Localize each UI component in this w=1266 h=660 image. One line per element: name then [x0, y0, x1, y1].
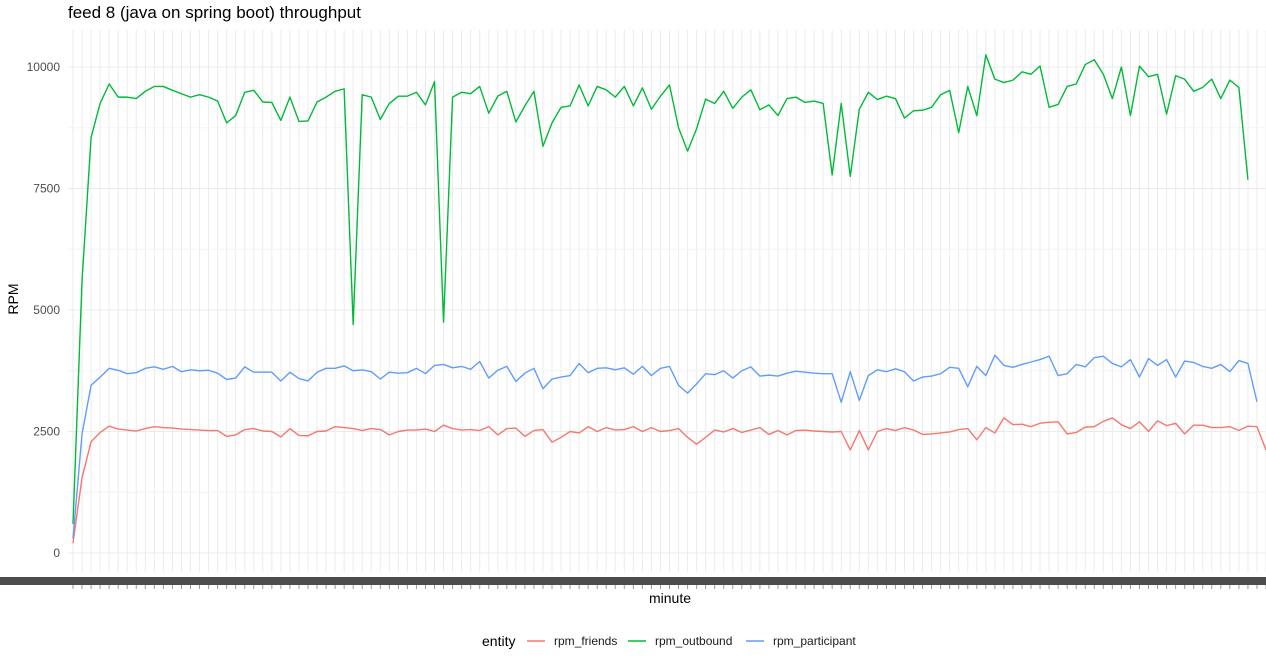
- y-tick-label: 10000: [27, 60, 61, 74]
- series-lines: [72, 54, 1266, 544]
- y-tick-label: 7500: [33, 182, 60, 196]
- legend: entity rpm_friends rpm_outbound rpm_partic…: [482, 633, 856, 649]
- grid-lines: [68, 30, 1266, 572]
- chart-title: feed 8 (java on spring boot) throughput: [68, 3, 361, 22]
- legend-label-rpm_friends: rpm_friends: [554, 634, 617, 648]
- y-tick-label: 0: [53, 546, 60, 560]
- y-tick-label: 2500: [33, 425, 60, 439]
- series-line-rpm_outbound: [72, 54, 1249, 524]
- x-axis-ticks: [0, 577, 1266, 589]
- y-tick-label: 5000: [33, 303, 60, 317]
- series-line-rpm_friends: [72, 417, 1266, 544]
- x-axis-title: minute: [649, 590, 691, 606]
- y-axis-ticks: 0 2500 5000 7500 10000: [27, 60, 61, 560]
- y-axis-title: RPM: [5, 283, 21, 314]
- x-tick-label-band: [0, 577, 1266, 585]
- series-line-rpm_participant: [72, 354, 1258, 539]
- legend-label-rpm_participant: rpm_participant: [773, 634, 856, 648]
- legend-label-rpm_outbound: rpm_outbound: [655, 634, 732, 648]
- legend-title: entity: [482, 633, 515, 649]
